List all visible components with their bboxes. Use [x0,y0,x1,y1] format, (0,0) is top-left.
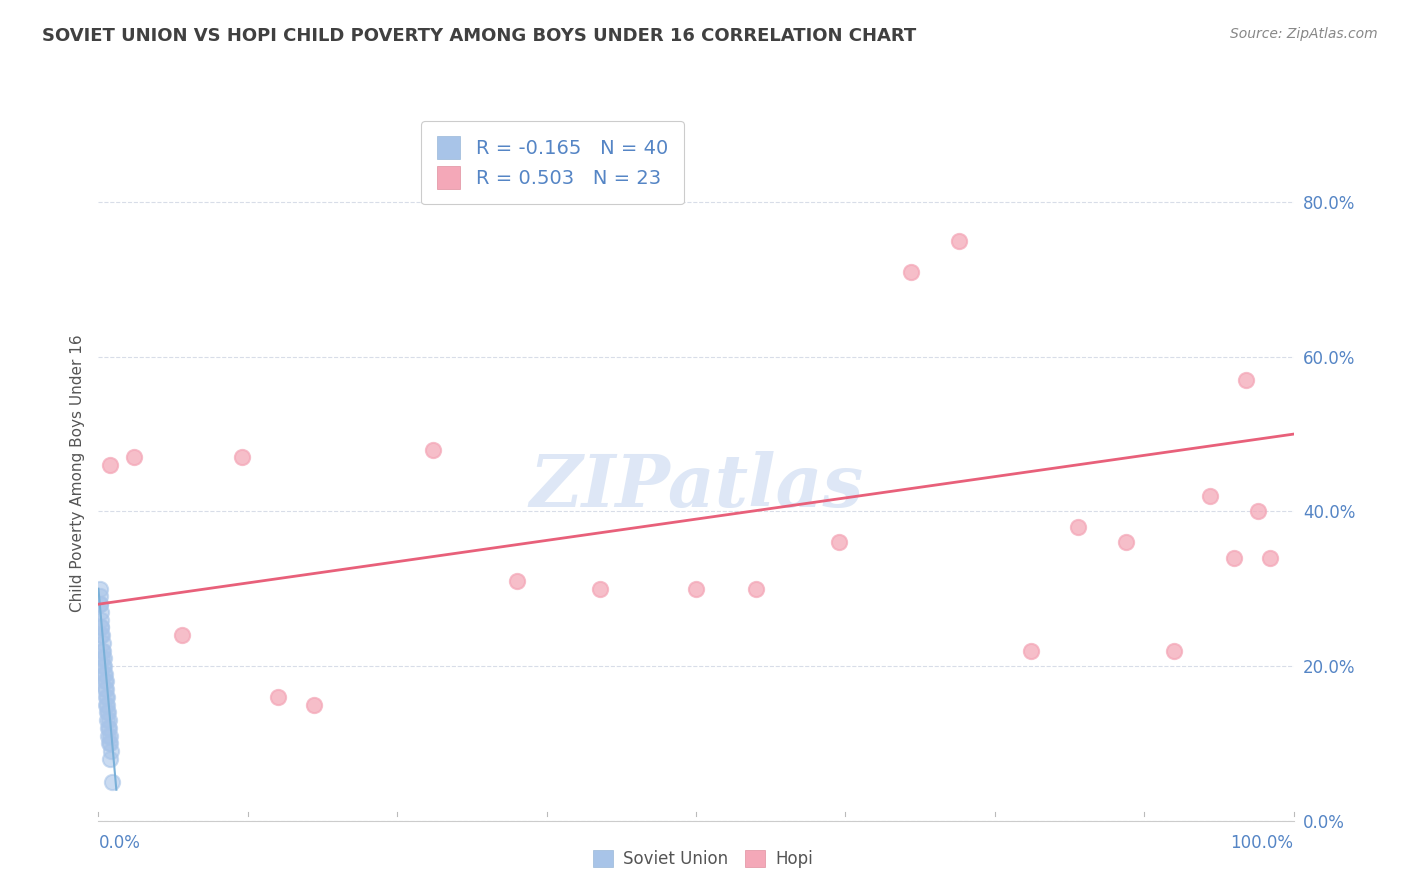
Point [97,729,120,743]
Point [172,628,194,642]
Point [1222,550,1246,565]
Point [589,582,612,596]
Point [124,450,146,465]
Point [506,574,529,588]
Point [231,450,253,465]
Point [1246,504,1268,518]
Legend: R = -0.165   N = 40, R = 0.503   N = 23: R = -0.165 N = 40, R = 0.503 N = 23 [422,120,683,204]
Text: SOVIET UNION VS HOPI CHILD POVERTY AMONG BOYS UNDER 16 CORRELATION CHART: SOVIET UNION VS HOPI CHILD POVERTY AMONG… [42,27,917,45]
Point [91,651,114,665]
Point [97,721,120,735]
Point [89,597,111,611]
Point [89,582,111,596]
Point [685,582,707,596]
Legend: Soviet Union, Hopi: Soviet Union, Hopi [586,843,820,875]
Point [98,736,121,750]
Point [948,234,970,248]
Point [94,674,117,689]
Point [91,643,114,657]
Point [94,698,117,712]
Point [96,713,118,727]
Text: 0.0%: 0.0% [98,834,141,852]
Point [302,698,325,712]
Text: 100.0%: 100.0% [1230,834,1294,852]
Point [94,682,117,697]
Point [1163,643,1185,657]
Point [98,736,122,750]
Point [422,442,444,457]
Point [97,706,120,720]
Point [96,690,118,704]
Point [89,597,111,611]
Point [89,590,111,604]
Point [93,659,115,673]
Point [1234,373,1257,387]
Point [267,690,290,704]
Point [93,651,115,665]
Point [98,729,121,743]
Point [90,613,112,627]
Point [745,582,768,596]
Point [94,666,117,681]
Point [90,605,112,619]
Point [100,744,122,758]
Point [97,713,120,727]
Point [98,721,121,735]
Point [93,674,115,689]
Point [1067,520,1090,534]
Point [1019,643,1042,657]
Point [91,636,114,650]
Point [93,659,115,673]
Point [91,643,114,657]
Point [900,265,922,279]
Point [96,682,118,697]
Point [94,690,117,704]
Point [90,620,112,634]
Point [96,706,118,720]
Point [100,775,122,789]
Point [90,620,112,634]
Point [91,628,114,642]
Point [98,752,121,766]
Text: ZIPatlas: ZIPatlas [529,451,863,522]
Point [828,535,851,549]
Point [1115,535,1137,549]
Text: Source: ZipAtlas.com: Source: ZipAtlas.com [1230,27,1378,41]
Point [1258,550,1281,565]
Point [90,628,112,642]
Point [98,458,122,472]
Point [96,698,118,712]
Point [93,666,115,681]
Y-axis label: Child Poverty Among Boys Under 16: Child Poverty Among Boys Under 16 [69,334,84,612]
Point [1198,489,1220,503]
